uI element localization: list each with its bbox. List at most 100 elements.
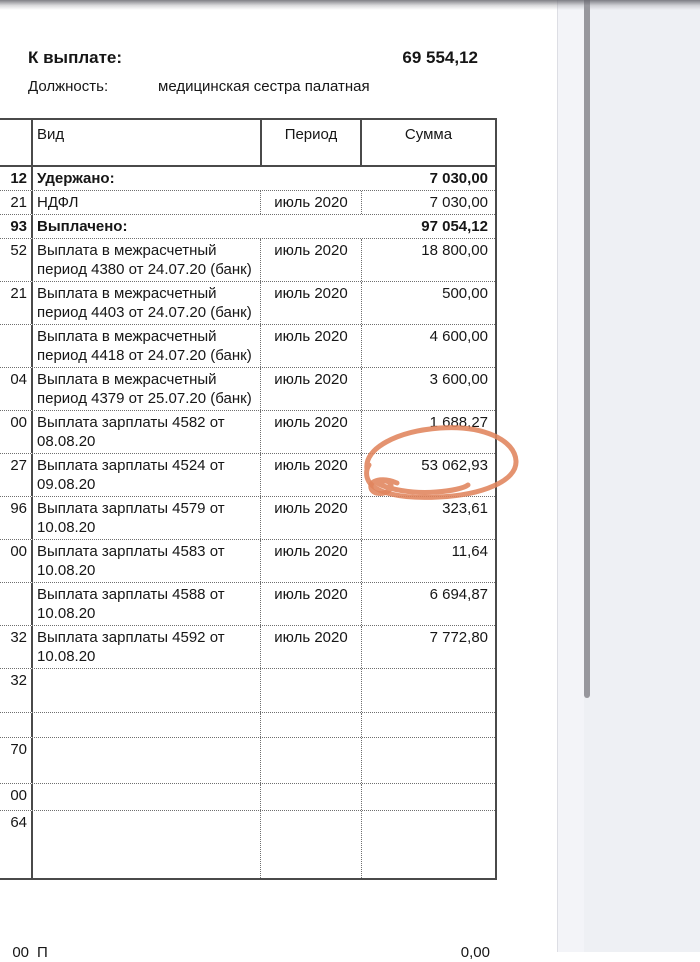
- table-row: 32 Выплата зарплаты 4592 от 10.08.20 июль …: [0, 625, 495, 668]
- row-amount-cell: 323,61: [442, 500, 488, 517]
- row-period-cell: июль 2020: [260, 325, 362, 367]
- payments-table: Вид Период Сумма 12 Удержано: 7 030,00 21 НД…: [0, 118, 497, 880]
- row-period-cell: [260, 784, 362, 810]
- row-amount-cell: 4 600,00: [429, 328, 488, 345]
- row-period-cell: июль 2020: [260, 282, 362, 324]
- row-amount-cell: 7 030,00: [429, 170, 488, 187]
- row-kind-cell: Выплата в межрасчетный период 4380 от 24…: [37, 242, 252, 278]
- row-merged-cell: Выплачено: 97 054,12: [33, 215, 495, 238]
- row-number-cell: [0, 583, 33, 625]
- table-row: 12 Удержано: 7 030,00: [0, 167, 495, 190]
- header-kind: Вид: [37, 126, 65, 143]
- row-kind-cell: Выплата в межрасчетный период 4403 от 24…: [37, 285, 252, 321]
- row-number-cell: 21: [0, 282, 33, 324]
- row-amount-cell: 1 688,27: [429, 414, 488, 431]
- position-label: Должность:: [28, 78, 109, 95]
- amount-due-value: 69 554,12: [402, 48, 478, 67]
- row-kind-cell: [33, 669, 260, 712]
- payslip-document-page: К выплате: 69 554,12 Должность: медицинс…: [0, 47, 519, 961]
- row-kind-cell: Выплата в межрасчетный период 4379 от 25…: [37, 371, 252, 407]
- row-number-cell: 52: [0, 239, 33, 281]
- row-amount-cell: [362, 713, 495, 737]
- row-period-cell: [260, 713, 362, 737]
- row-number-cell: 70: [0, 738, 33, 783]
- table-row: 21 НДФЛ июль 2020 7 030,00: [0, 190, 495, 214]
- row-period-cell: июль 2020: [260, 454, 362, 496]
- header-period: Период: [260, 120, 362, 165]
- row-amount-cell: 11,64: [451, 543, 488, 560]
- position-row: Должность: медицинская сестра палатная: [28, 77, 488, 96]
- row-amount-cell: [362, 738, 495, 783]
- row-number-cell: 21: [0, 191, 33, 214]
- row-amount-cell: 500,00: [442, 285, 488, 302]
- row-period-cell: июль 2020: [260, 239, 362, 281]
- row-number-cell: 93: [0, 215, 33, 238]
- row-amount-cell: [362, 811, 495, 878]
- table-header-row: Вид Период Сумма: [0, 120, 495, 167]
- row-kind-cell: НДФЛ: [37, 194, 79, 211]
- row-amount-cell: 7 772,80: [429, 629, 488, 646]
- table-row: 52 Выплата в межрасчетный период 4380 от …: [0, 238, 495, 281]
- page-edge-strip: [558, 0, 584, 952]
- row-amount-cell: [362, 669, 495, 712]
- row-amount-cell: 6 694,87: [429, 586, 488, 603]
- row-kind-cell: Удержано:: [37, 170, 115, 187]
- table-row: Выплата в межрасчетный период 4418 от 24…: [0, 324, 495, 367]
- row-period-cell: июль 2020: [260, 368, 362, 410]
- row-period-cell: июль 2020: [260, 411, 362, 453]
- top-edge-shadow: [0, 0, 700, 10]
- row-kind-cell: Выплата зарплаты 4579 от 10.08.20: [37, 500, 225, 536]
- row-period-cell: [260, 669, 362, 712]
- table-body: 12 Удержано: 7 030,00 21 НДФЛ июль 2020 7 030,…: [0, 167, 495, 878]
- row-period-cell: июль 2020: [260, 583, 362, 625]
- row-number-cell: 04: [0, 368, 33, 410]
- row-amount-cell: 97 054,12: [421, 218, 488, 235]
- row-number-cell: 00: [0, 784, 33, 810]
- row-kind-cell: Выплата зарплаты 4592 от 10.08.20: [37, 629, 225, 665]
- vertical-scrollbar-thumb[interactable]: [584, 0, 590, 698]
- row-period-cell: [260, 738, 362, 783]
- row-kind-cell: Выплата зарплаты 4524 от 09.08.20: [37, 457, 225, 493]
- row-amount-cell: 53 062,93: [421, 457, 488, 474]
- row-amount-cell: 7 030,00: [429, 194, 488, 211]
- row-number-cell: 00: [0, 540, 33, 582]
- summary-row: К выплате: 69 554,12: [28, 47, 478, 69]
- row-kind-cell: П: [37, 944, 48, 961]
- row-period-cell: июль 2020: [260, 497, 362, 539]
- row-kind-cell: [33, 811, 260, 878]
- table-row: 00: [0, 783, 495, 810]
- row-period-cell: июль 2020: [260, 626, 362, 668]
- row-kind-cell: [33, 713, 260, 737]
- table-row: 70: [0, 737, 495, 783]
- row-amount-cell: [362, 784, 495, 810]
- row-number-cell: 12: [0, 167, 33, 190]
- amount-due-label: К выплате:: [28, 48, 123, 67]
- row-period-cell: июль 2020: [260, 540, 362, 582]
- row-number-cell: 64: [0, 811, 33, 878]
- table-row: 04 Выплата в межрасчетный период 4379 от …: [0, 367, 495, 410]
- row-period-cell: июль 2020: [260, 191, 362, 214]
- row-kind-cell: Выплата в межрасчетный период 4418 от 24…: [37, 328, 252, 364]
- table-row: 96 Выплата зарплаты 4579 от 10.08.20 июль …: [0, 496, 495, 539]
- viewer-background-panel: [557, 0, 700, 952]
- table-row: 00 Выплата зарплаты 4583 от 10.08.20 июль …: [0, 539, 495, 582]
- row-number-cell: 00: [0, 411, 33, 453]
- table-row: 93 Выплачено: 97 054,12: [0, 214, 495, 238]
- header-number-column: [0, 120, 33, 165]
- row-kind-cell: Выплачено:: [37, 218, 128, 235]
- row-number-cell: 32: [0, 626, 33, 668]
- row-period-cell: [260, 811, 362, 878]
- row-amount-cell: 3 600,00: [429, 371, 488, 388]
- header-amount: Сумма: [404, 126, 453, 143]
- table-row: Выплата зарплаты 4588 от 10.08.20 июль 20…: [0, 582, 495, 625]
- table-row: 27 Выплата зарплаты 4524 от 09.08.20 июль …: [0, 453, 495, 496]
- row-amount-cell: 18 800,00: [421, 242, 488, 259]
- table-row: 64: [0, 810, 495, 878]
- row-number-cell: 27: [0, 454, 33, 496]
- partial-bottom-row: 00 П 0,00: [0, 943, 497, 962]
- row-number-cell: 00: [12, 944, 29, 961]
- row-kind-cell: [33, 738, 260, 783]
- row-number-cell: 32: [0, 669, 33, 712]
- row-kind-cell: Выплата зарплаты 4583 от 10.08.20: [37, 543, 225, 579]
- row-merged-cell: Удержано: 7 030,00: [33, 167, 495, 190]
